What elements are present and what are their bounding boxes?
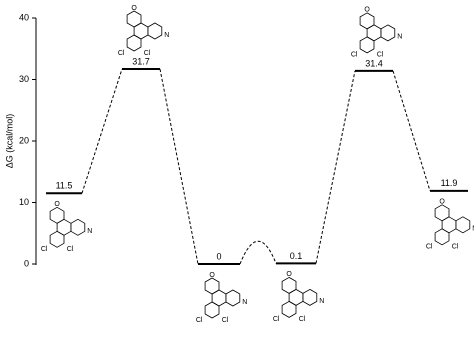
atom-label: N — [242, 299, 247, 306]
atom-label: Cl — [222, 317, 229, 324]
y-tick-label: 10 — [19, 197, 29, 207]
atom-label: N — [397, 34, 402, 41]
y-axis-label: ΔG (kcal/mol) — [4, 114, 14, 169]
molecule-ring — [49, 230, 65, 248]
atom-label: Cl — [67, 246, 74, 253]
atom-label: O — [439, 199, 445, 206]
molecule-ring — [359, 36, 375, 54]
atom-label: Cl — [426, 244, 433, 251]
value-label: 11.9 — [441, 178, 458, 188]
connector — [315, 70, 356, 264]
connector — [81, 68, 123, 194]
atom-label: O — [54, 201, 60, 208]
molecule-ring — [455, 216, 471, 234]
molecule-ring — [147, 22, 163, 40]
atom-label: Cl — [273, 316, 280, 323]
y-tick-label: 0 — [24, 258, 29, 268]
atom-label: Cl — [452, 244, 459, 251]
molecule-ring — [225, 289, 241, 307]
value-label: 0.1 — [290, 251, 303, 261]
molecule-ring — [70, 218, 86, 236]
molecule-ring — [302, 288, 318, 306]
y-tick-label: 20 — [19, 135, 29, 145]
atom-label: Cl — [377, 52, 384, 59]
value-label: 31.4 — [365, 58, 383, 68]
atom-label: O — [364, 7, 370, 14]
value-label: 11.5 — [56, 181, 73, 191]
atom-label: Cl — [299, 316, 306, 323]
atom-label: N — [164, 32, 169, 39]
atom-label: Cl — [144, 50, 151, 57]
atom-label: Cl — [196, 317, 203, 324]
atom-label: Cl — [351, 52, 358, 59]
molecule-ring — [126, 34, 142, 52]
y-tick-label: 40 — [19, 12, 29, 22]
molecule-ring — [204, 301, 220, 319]
molecule-ring — [281, 300, 297, 318]
connector — [392, 70, 431, 191]
molecule-ring — [380, 24, 396, 42]
atom-label: N — [472, 226, 474, 233]
connector — [239, 240, 277, 265]
atom-label: N — [87, 228, 92, 235]
value-label: 31.7 — [132, 56, 150, 66]
value-label: 0 — [216, 251, 221, 261]
connector — [159, 68, 199, 265]
atom-label: O — [209, 272, 215, 279]
atom-label: O — [286, 271, 292, 278]
atom-label: N — [319, 298, 324, 305]
molecule-ring — [434, 228, 450, 246]
y-tick-label: 30 — [19, 74, 29, 84]
atom-label: Cl — [118, 50, 125, 57]
atom-label: O — [131, 5, 137, 12]
atom-label: Cl — [41, 246, 48, 253]
